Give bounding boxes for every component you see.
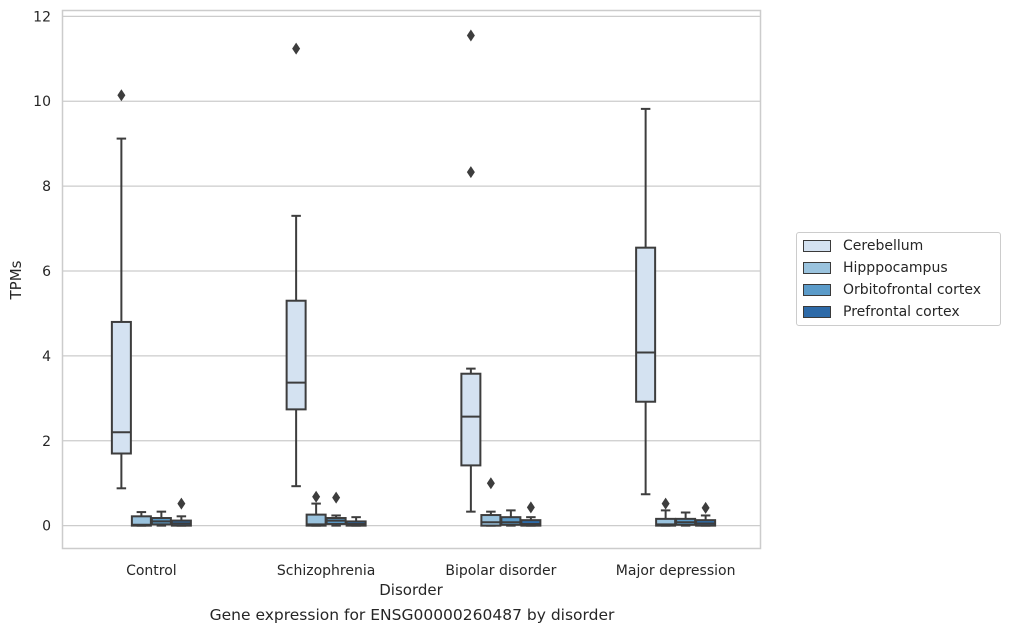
legend-swatch-cerebellum (803, 240, 831, 252)
boxes (110, 29, 717, 527)
plot-frame (61, 9, 762, 550)
x-tick-label: Major depression (616, 563, 736, 579)
box-0-0 (110, 89, 132, 490)
outlier-point (312, 490, 321, 503)
box-2-1 (480, 477, 502, 527)
outlier-point (701, 501, 710, 514)
y-tick-label: 2 (42, 434, 51, 450)
box-iqr (460, 372, 482, 467)
outlier-point (466, 29, 475, 42)
box-iqr (110, 320, 132, 455)
legend-swatch-orbitofrontal-cortex (803, 284, 831, 296)
legend-label: Cerebellum (843, 238, 924, 254)
outlier-point (332, 491, 341, 504)
y-tick-label: 6 (42, 264, 51, 280)
y-tick-label: 10 (33, 94, 51, 110)
box-1-2 (325, 491, 347, 527)
legend-item-cerebellum: Cerebellum (803, 236, 923, 256)
outlier-point (526, 501, 535, 514)
box-2-3 (520, 501, 542, 527)
legend: Cerebellum Hipppocampus Orbitofrontal co… (796, 232, 1001, 326)
x-tick-label: Bipolar disorder (445, 563, 556, 579)
outlier-point (292, 42, 301, 55)
x-tick-labels: Control Schizophrenia Bipolar disorder Majo… (126, 563, 735, 579)
box-1-0 (285, 42, 307, 488)
y-tick-label: 12 (33, 9, 51, 25)
box-3-3 (695, 501, 717, 527)
box-3-1 (655, 497, 677, 527)
box-2-0 (460, 29, 482, 513)
box-0-1 (130, 511, 152, 527)
box-1-1 (305, 490, 327, 527)
box-1-3 (345, 516, 367, 527)
box-iqr (635, 246, 657, 403)
legend-label: Hipppocampus (843, 260, 948, 276)
x-tick-label: Control (126, 563, 177, 579)
outlier-point (466, 166, 475, 179)
chart-caption: Gene expression for ENSG00000260487 by d… (209, 606, 615, 624)
outlier-point (117, 89, 126, 102)
box-iqr (520, 519, 542, 527)
legend-label: Prefrontal cortex (843, 304, 960, 320)
y-tick-label: 4 (42, 349, 51, 365)
outlier-point (486, 477, 495, 490)
x-axis-label: Disorder (379, 581, 443, 599)
legend-swatch-prefrontal-cortex (803, 306, 831, 318)
box-3-2 (675, 511, 697, 527)
box-iqr (480, 514, 502, 527)
box-0-3 (170, 497, 192, 527)
legend-item-orbitofrontal-cortex: Orbitofrontal cortex (803, 280, 981, 300)
outlier-point (661, 497, 670, 510)
y-tick-label: 0 (42, 519, 51, 535)
legend-item-prefrontal-cortex: Prefrontal cortex (803, 302, 960, 322)
box-0-2 (150, 510, 172, 527)
y-axis-label: TPMs (7, 260, 25, 300)
gridlines (62, 15, 761, 527)
y-tick-labels: 0 2 4 6 8 10 12 (33, 9, 51, 534)
y-tick-label: 8 (42, 179, 51, 195)
x-tick-label: Schizophrenia (277, 563, 375, 579)
outlier-point (177, 497, 186, 510)
legend-label: Orbitofrontal cortex (843, 282, 981, 298)
legend-swatch-hippocampus (803, 262, 831, 274)
legend-item-hippocampus: Hipppocampus (803, 258, 948, 278)
box-2-2 (500, 509, 522, 527)
box-iqr (285, 299, 307, 411)
box-iqr (500, 516, 522, 526)
box-3-0 (635, 107, 657, 496)
